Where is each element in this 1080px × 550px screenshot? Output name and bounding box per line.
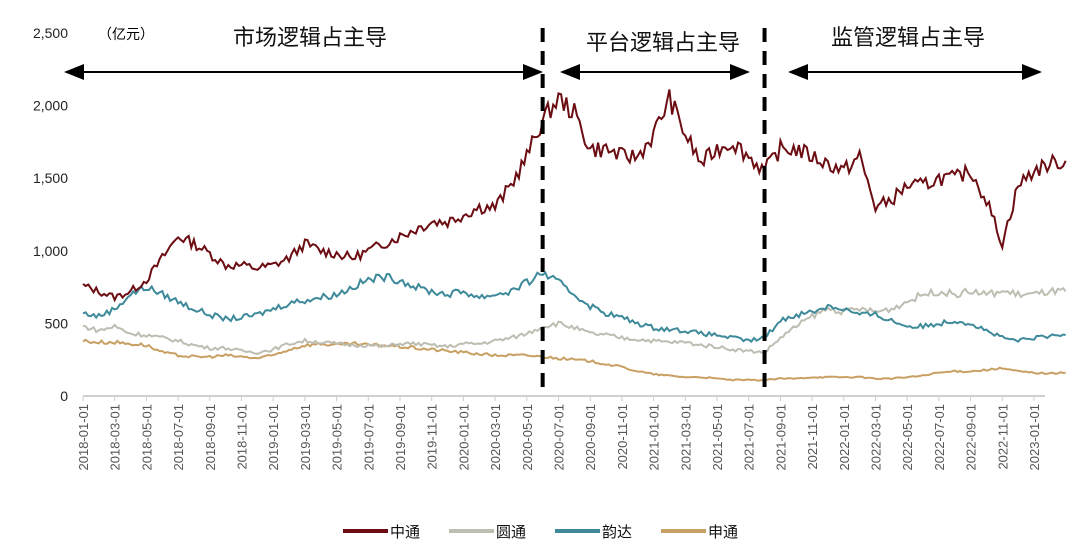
regime-label: 监管逻辑占主导 — [831, 25, 985, 50]
series-line-0 — [82, 89, 1067, 303]
x-tick-label: 2021-09-01 — [773, 404, 788, 471]
legend-label: 中通 — [390, 524, 420, 541]
y-tick-label: 0 — [60, 388, 68, 404]
x-tick-label: 2018-07-01 — [171, 404, 186, 471]
x-tick-label: 2020-11-01 — [615, 404, 630, 470]
x-tick-label: 2018-09-01 — [203, 404, 218, 471]
x-tick-label: 2021-07-01 — [742, 404, 757, 471]
x-tick-label: 2020-07-01 — [552, 404, 567, 471]
y-tick-label: 2,000 — [33, 98, 68, 114]
x-tick-label: 2022-01-01 — [837, 404, 852, 471]
regime-label: 市场逻辑占主导 — [233, 25, 387, 50]
x-tick-label: 2019-11-01 — [425, 404, 440, 470]
legend-label: 圆通 — [496, 524, 526, 541]
series-line-1 — [82, 286, 1067, 355]
y-tick-label: 500 — [45, 315, 69, 331]
regime-label: 平台逻辑占主导 — [586, 30, 740, 55]
x-tick-label: 2020-01-01 — [456, 404, 471, 471]
x-tick-label: 2018-11-01 — [235, 404, 250, 470]
legend-label: 韵达 — [602, 524, 632, 541]
y-tick-label: 2,500 — [33, 25, 68, 41]
x-tick-label: 2022-11-01 — [995, 404, 1010, 470]
series-line-2 — [82, 270, 1066, 343]
x-tick-label: 2019-07-01 — [361, 404, 376, 471]
x-tick-label: 2019-05-01 — [330, 404, 345, 471]
x-tick-label: 2018-03-01 — [108, 404, 123, 471]
x-tick-label: 2022-07-01 — [932, 404, 947, 471]
x-tick-label: 2022-03-01 — [869, 404, 884, 471]
x-tick-label: 2019-09-01 — [393, 404, 408, 471]
x-tick-label: 2022-09-01 — [964, 404, 979, 471]
x-tick-label: 2018-05-01 — [139, 404, 154, 471]
x-tick-label: 2023-01-01 — [1027, 404, 1042, 471]
x-tick-label: 2019-01-01 — [266, 404, 281, 471]
x-tick-label: 2021-01-01 — [647, 404, 662, 471]
x-tick-label: 2020-05-01 — [520, 404, 535, 471]
series-line-3 — [82, 338, 1066, 382]
y-tick-label: 1,500 — [33, 170, 68, 186]
x-tick-label: 2021-11-01 — [805, 404, 820, 470]
x-tick-label: 2020-09-01 — [583, 404, 598, 471]
x-tick-label: 2021-05-01 — [710, 404, 725, 471]
x-tick-label: 2020-03-01 — [488, 404, 503, 471]
y-tick-label: 1,000 — [33, 243, 68, 259]
x-tick-label: 2022-05-01 — [900, 404, 915, 471]
legend-label: 申通 — [708, 524, 738, 541]
x-tick-label: 2018-01-01 — [76, 404, 91, 471]
x-tick-label: 2019-03-01 — [298, 404, 313, 471]
unit-label: （亿元） — [98, 26, 154, 42]
x-tick-label: 2021-03-01 — [678, 404, 693, 471]
